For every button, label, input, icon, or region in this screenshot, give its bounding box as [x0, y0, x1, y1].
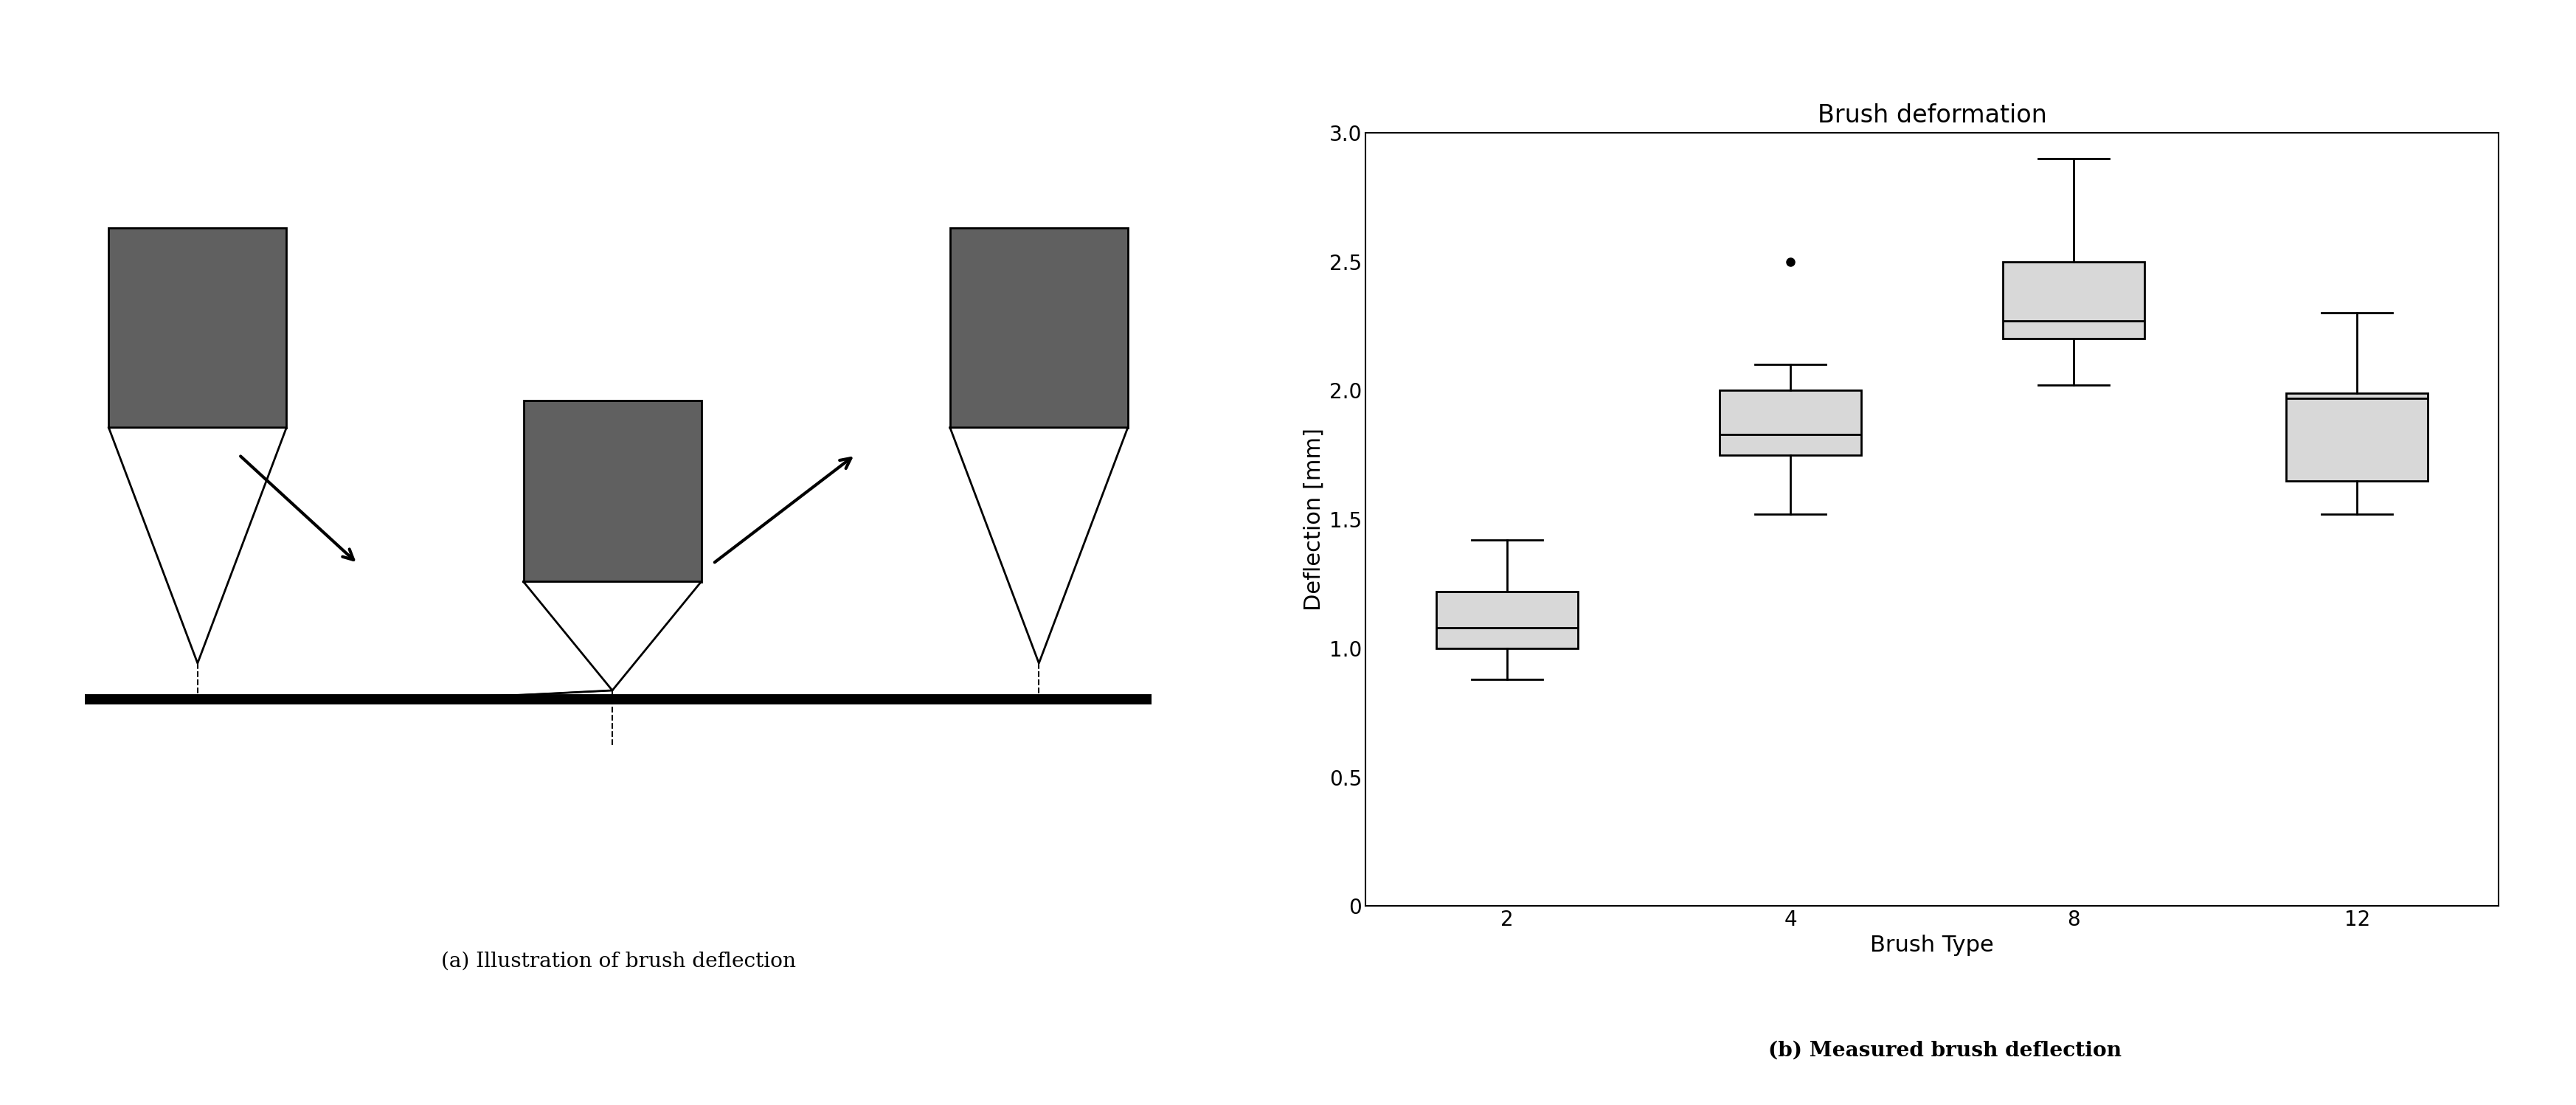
Title: Brush deformation: Brush deformation — [1816, 103, 2048, 127]
Text: (a) Illustration of brush deflection: (a) Illustration of brush deflection — [440, 951, 796, 971]
PathPatch shape — [1437, 591, 1577, 649]
Polygon shape — [523, 581, 701, 691]
PathPatch shape — [2004, 262, 2146, 339]
X-axis label: Brush Type: Brush Type — [1870, 935, 1994, 956]
PathPatch shape — [1721, 390, 1860, 455]
FancyBboxPatch shape — [108, 229, 286, 428]
Y-axis label: Deflection [mm]: Deflection [mm] — [1303, 428, 1324, 611]
PathPatch shape — [2287, 393, 2427, 481]
FancyBboxPatch shape — [951, 229, 1128, 428]
Text: (b) Measured brush deflection: (b) Measured brush deflection — [1767, 1041, 2123, 1061]
FancyBboxPatch shape — [523, 400, 701, 581]
Polygon shape — [951, 428, 1128, 663]
Polygon shape — [108, 428, 286, 663]
